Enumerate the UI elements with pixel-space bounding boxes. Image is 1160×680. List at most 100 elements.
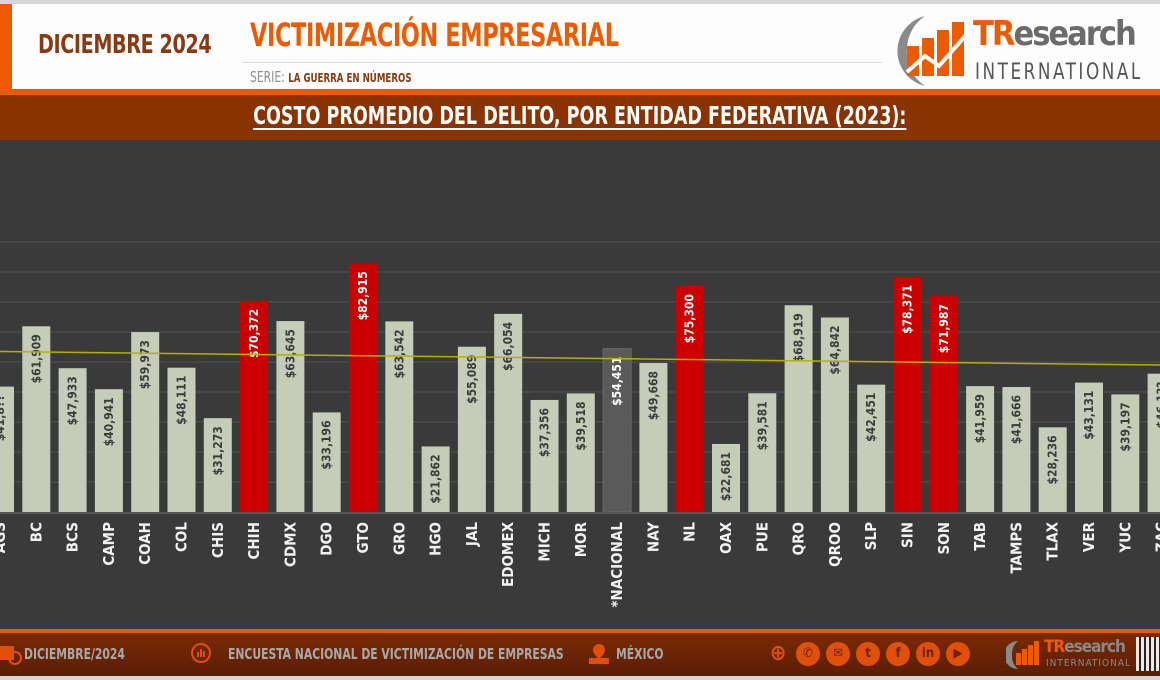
value-label: $82,915 — [356, 271, 370, 320]
bar-chih — [240, 300, 269, 512]
email-icon[interactable]: ✉ — [826, 642, 850, 666]
bar-slp — [857, 384, 886, 512]
category-label: PUE — [753, 522, 771, 552]
footer-logo-brand: TResearch — [1044, 637, 1126, 657]
value-label: $39,518 — [574, 401, 588, 450]
category-label: TLAX — [1044, 521, 1062, 560]
category-label: OAX — [717, 521, 735, 554]
category-label: *NACIONAL — [608, 522, 626, 608]
footer-survey: ENCUESTA NACIONAL DE VICTIMIZACIÓN DE EM… — [228, 645, 564, 663]
category-label: GRO — [390, 522, 408, 555]
category-label: TAB — [971, 522, 989, 551]
bar-tlax — [1038, 427, 1067, 512]
category-label: CHIH — [245, 522, 263, 560]
globe-icon[interactable]: ⊕ — [769, 641, 787, 666]
category-label: JAL — [463, 522, 481, 547]
value-label: $28,236 — [1046, 435, 1060, 484]
tresearch-logo: TResearch INTERNATIONAL — [885, 8, 1160, 92]
bar-chart: $41,8?? AGS $61,909 BC $47,933 BCS $40,941 CAMP… — [0, 241, 1160, 608]
value-label: $59,973 — [138, 340, 152, 389]
value-label: $31,273 — [211, 426, 225, 475]
bar-nacional — [602, 348, 632, 513]
bar-mich — [530, 399, 559, 512]
map-pin-icon — [589, 644, 609, 664]
value-label: $46,1?? — [1155, 382, 1160, 429]
footer-bottom-strip — [0, 676, 1160, 680]
chart-title: COSTO PROMEDIO DEL DELITO, POR ENTIDAD F… — [253, 101, 907, 130]
category-label: DGO — [318, 522, 336, 556]
header-accent-bar — [0, 4, 12, 89]
serie-label: SERIE: — [250, 68, 285, 86]
category-label: MOR — [572, 521, 590, 557]
category-label: SON — [935, 522, 953, 554]
value-label: $75,300 — [683, 294, 697, 343]
header-orange-line — [0, 89, 1160, 95]
linkedin-icon[interactable]: in — [916, 642, 940, 666]
bar-nl — [675, 286, 704, 512]
value-label: $39,197 — [1118, 402, 1132, 451]
value-label: $54,451 — [610, 357, 624, 406]
bar-col — [167, 367, 196, 512]
phone-icon[interactable]: ✆ — [796, 642, 820, 666]
value-label: $49,668 — [646, 371, 660, 420]
category-label: NL — [681, 522, 699, 542]
value-label: $63,645 — [283, 329, 297, 378]
category-label: AGS — [0, 522, 9, 553]
bar-bc — [22, 326, 51, 512]
category-label: SLP — [862, 522, 880, 550]
header-serie: SERIE: LA GUERRA EN NÚMEROS — [250, 68, 412, 86]
category-label: MICH — [536, 522, 554, 562]
value-label: $63,542 — [392, 329, 406, 378]
value-label: $68,919 — [792, 313, 806, 362]
value-label: $64,842 — [828, 325, 842, 374]
bar-qroo — [820, 317, 849, 512]
bar-coah — [131, 332, 160, 512]
value-label: $48,111 — [175, 376, 189, 425]
category-label: CDMX — [281, 521, 299, 567]
bar-jal — [457, 346, 486, 512]
category-label: ZAC — [1153, 522, 1160, 552]
logo-subtitle: INTERNATIONAL — [975, 60, 1143, 85]
bar-dgo — [312, 412, 341, 512]
bar-edomex — [494, 313, 523, 512]
value-label: $21,862 — [429, 454, 443, 503]
survey-chat-icon — [191, 643, 211, 663]
value-label: $41,959 — [973, 394, 987, 443]
footer: DICIEMBRE/2024 ENCUESTA NACIONAL DE VICT… — [0, 633, 1160, 676]
value-label: $61,909 — [29, 334, 43, 383]
bar-ags — [0, 386, 14, 512]
bar-camp — [94, 389, 123, 512]
category-label: GTO — [354, 522, 372, 554]
facebook-icon[interactable]: f — [886, 642, 910, 666]
value-label: $33,196 — [320, 420, 334, 469]
bar-hgo — [421, 446, 450, 512]
value-label: $66,054 — [501, 321, 515, 371]
value-label: $37,356 — [538, 408, 552, 457]
logo-chart-icon — [897, 16, 969, 86]
bar-bcs — [58, 368, 87, 512]
bar-tab — [966, 386, 995, 512]
header: DICIEMBRE 2024 VICTIMIZACIÓN EMPRESARIAL… — [0, 4, 1160, 89]
qr-code[interactable] — [1136, 637, 1160, 671]
category-label: BC — [27, 522, 45, 542]
bar-yuc — [1111, 394, 1140, 512]
category-label: CAMP — [100, 522, 118, 566]
value-label: $70,372 — [247, 309, 261, 358]
value-label: $40,941 — [102, 397, 116, 446]
bar-mor — [566, 393, 595, 512]
footer-orange-line — [0, 629, 1160, 633]
value-label: $41,8?? — [0, 395, 7, 442]
youtube-icon[interactable]: ▶ — [946, 642, 970, 666]
value-label: $55,089 — [465, 355, 479, 404]
category-label: QRO — [790, 522, 808, 555]
category-label: QROO — [826, 522, 844, 567]
category-label: COAH — [136, 522, 154, 565]
value-label: $42,451 — [864, 393, 878, 442]
category-label: HGO — [427, 522, 445, 556]
category-label: CHIS — [209, 522, 227, 558]
bar-chis — [203, 418, 232, 512]
category-label: TAMPS — [1007, 522, 1025, 574]
twitter-icon[interactable]: t — [856, 642, 880, 666]
category-label: SIN — [899, 522, 917, 548]
trend-line — [0, 350, 1160, 366]
